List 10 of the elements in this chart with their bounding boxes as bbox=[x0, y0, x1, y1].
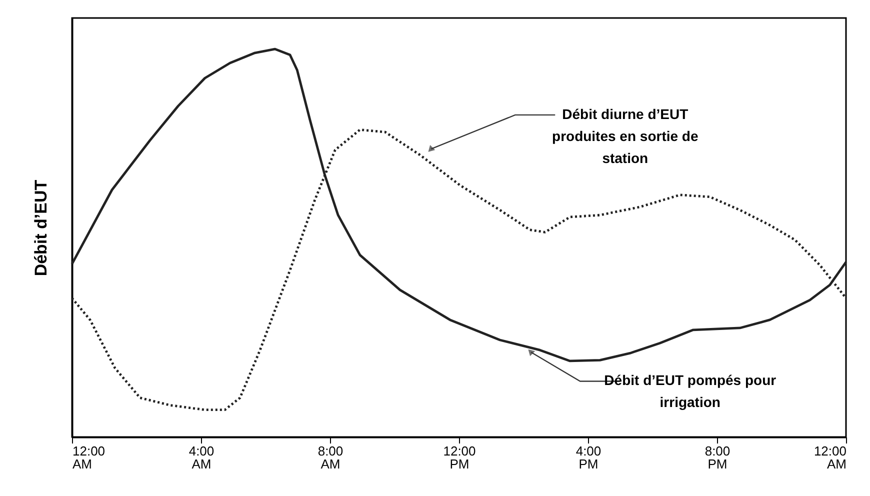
x-tick-label: 12:00 AM bbox=[814, 444, 846, 472]
x-tick-label: 4:00 PM bbox=[576, 444, 602, 472]
annotation: Débit d’EUT pompés pour irrigation bbox=[604, 372, 777, 410]
x-tick-label: 8:00 AM bbox=[318, 444, 344, 472]
x-tick-label: 8:00 PM bbox=[704, 444, 730, 472]
x-tick-label: 12:00 AM bbox=[72, 444, 106, 472]
annotation: Débit diurne d’EUT produites en sortie de station bbox=[552, 106, 698, 166]
y-axis-title: Débit d’EUT bbox=[32, 179, 50, 276]
x-tick-label: 12:00 PM bbox=[443, 444, 476, 472]
x-tick-label: 4:00 AM bbox=[188, 444, 214, 472]
